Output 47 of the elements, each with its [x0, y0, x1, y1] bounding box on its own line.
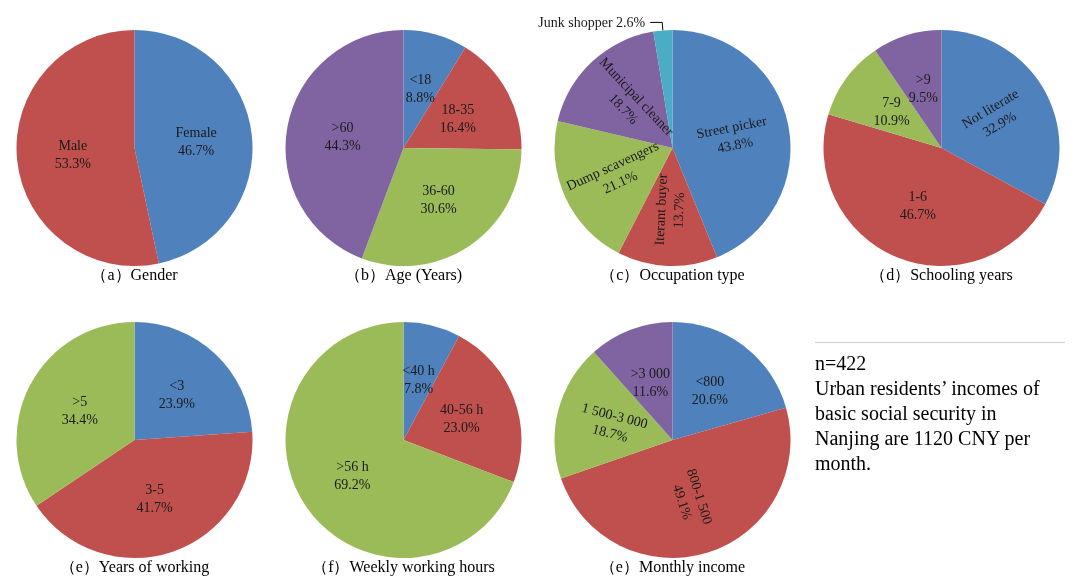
data-label: 20.6%	[691, 391, 729, 407]
data-label: 41.7%	[136, 499, 173, 515]
slice-label: <800	[695, 373, 725, 389]
text: （d）Schooling years	[870, 265, 1013, 284]
slice-label: 7-9	[882, 94, 901, 110]
slice-label: Iterant buyer	[651, 172, 670, 246]
slice-label: >9	[915, 72, 931, 88]
text: （a）Gender	[91, 265, 179, 283]
data-label: 10.9%	[873, 112, 910, 128]
text: （c）Occupation type	[600, 265, 745, 284]
data-label: 23.9%	[158, 395, 196, 411]
data-label: 46.7%	[178, 143, 215, 159]
slice-label: >5	[72, 393, 88, 409]
slice-label: <3	[169, 377, 185, 393]
slice-label: >60	[331, 120, 354, 136]
data-label: 69.2%	[334, 476, 371, 492]
slice-label: <40 h	[402, 362, 435, 378]
slice-label: >3 000	[630, 365, 671, 381]
slice-label: >56 h	[336, 458, 369, 474]
slice-label: Female	[175, 125, 217, 141]
slice-label: Male	[58, 137, 88, 153]
data-label: 30.6%	[420, 200, 457, 216]
data-label: 13.7%	[670, 191, 688, 229]
text: （b）Age (Years)	[344, 265, 463, 284]
text: Urban residents’ incomes of basic social security in Nanjing are 1120 CNY per month.	[815, 375, 1041, 476]
data-label: 16.4%	[439, 119, 477, 135]
slice-label: 40-56 h	[439, 401, 484, 417]
data-label: 9.5%	[908, 90, 939, 106]
data-label: 11.6%	[632, 383, 669, 399]
data-label: 46.7%	[899, 206, 937, 222]
data-label: 34.4%	[61, 411, 99, 427]
data-label: 23.0%	[443, 419, 480, 435]
slice-label: 1-6	[908, 188, 928, 204]
text: n=422	[815, 350, 868, 376]
text: （f）Weekly working hours	[312, 557, 495, 575]
data-label: 53.3%	[54, 155, 92, 171]
slice-label: 18-35	[441, 101, 475, 117]
data-label: 7.8%	[403, 380, 434, 396]
data-label: 43.8%	[715, 134, 755, 156]
text: （e）Years of working	[59, 557, 210, 575]
data-label: 44.3%	[324, 138, 361, 154]
slice-label: Junk shopper 2.6%	[538, 14, 646, 30]
slice-label: 36-60	[422, 182, 455, 198]
slice-label: 3-5	[145, 481, 164, 497]
text: （e）Monthly income	[599, 557, 746, 575]
data-label: 8.8%	[405, 89, 436, 105]
slice-label: <18	[409, 71, 432, 87]
